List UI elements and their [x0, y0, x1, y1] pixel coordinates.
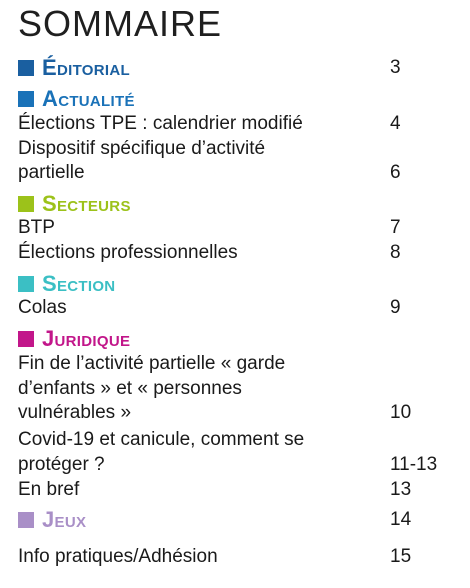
- section-editorial: Éditorial: [18, 56, 130, 80]
- entry-line: partielle: [18, 162, 85, 183]
- entry-line: Fin de l’activité partielle « garde: [18, 353, 286, 374]
- entry-line: BTP: [18, 217, 55, 238]
- page-number: 3: [390, 57, 401, 78]
- section-title: Actualité: [42, 86, 135, 111]
- page-number: 14: [390, 509, 412, 530]
- page-number: 11-13: [390, 454, 438, 475]
- section-title: Jeux: [42, 507, 87, 532]
- section-title: Juridique: [42, 326, 131, 351]
- entry-line: protéger ?: [18, 454, 105, 475]
- square-icon: [18, 196, 34, 212]
- entry-line: Élections TPE : calendrier modifié: [18, 113, 303, 134]
- page-number: 4: [390, 113, 401, 134]
- square-icon: [18, 331, 34, 347]
- section-section: Section: [18, 272, 115, 296]
- page-number: 8: [390, 242, 401, 263]
- entry-line: Info pratiques/Adhésion: [18, 546, 218, 567]
- page-number: 7: [390, 217, 401, 238]
- square-icon: [18, 60, 34, 76]
- entry-line: d’enfants » et « personnes: [18, 378, 242, 399]
- entry-line: Covid-19 et canicule, comment se: [18, 429, 305, 450]
- section-actualite: Actualité: [18, 87, 135, 111]
- section-title: Éditorial: [42, 55, 130, 80]
- entry-line: vulnérables »: [18, 402, 132, 423]
- entry-line: En bref: [18, 479, 80, 500]
- square-icon: [18, 512, 34, 528]
- section-juridique: Juridique: [18, 327, 130, 351]
- square-icon: [18, 276, 34, 292]
- square-icon: [18, 91, 34, 107]
- page-title: SOMMAIRE: [18, 3, 223, 44]
- section-jeux: Jeux: [18, 508, 86, 532]
- page-number: 15: [390, 546, 412, 567]
- section-secteurs: Secteurs: [18, 192, 131, 216]
- page-number: 9: [390, 297, 401, 318]
- entry-line: Colas: [18, 297, 67, 318]
- page-number: 13: [390, 479, 412, 500]
- page-number: 6: [390, 162, 401, 183]
- entry-line: Dispositif spécifique d’activité: [18, 138, 266, 159]
- entry-line: Élections professionnelles: [18, 242, 238, 263]
- page-number: 10: [390, 402, 412, 423]
- section-title: Section: [42, 271, 116, 296]
- section-title: Secteurs: [42, 191, 131, 216]
